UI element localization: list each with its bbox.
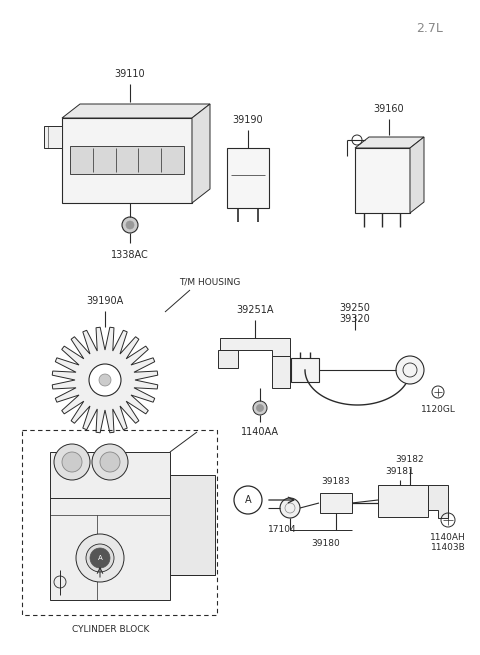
Circle shape bbox=[90, 548, 110, 568]
Text: 1338AC: 1338AC bbox=[111, 250, 149, 260]
Bar bbox=[170, 475, 215, 575]
Bar bbox=[378, 485, 428, 517]
Polygon shape bbox=[52, 328, 158, 433]
Polygon shape bbox=[218, 350, 238, 368]
Text: 1140AA: 1140AA bbox=[241, 427, 279, 437]
Text: 39190: 39190 bbox=[233, 115, 264, 125]
Polygon shape bbox=[62, 104, 210, 118]
Text: 39190A: 39190A bbox=[86, 296, 124, 306]
Bar bbox=[320, 493, 352, 513]
Text: 39181: 39181 bbox=[385, 468, 414, 476]
Circle shape bbox=[76, 534, 124, 582]
Bar bbox=[227, 148, 269, 208]
Circle shape bbox=[89, 364, 121, 396]
Text: 39110: 39110 bbox=[115, 69, 145, 79]
Text: 39182: 39182 bbox=[396, 455, 424, 464]
Text: 39160: 39160 bbox=[374, 104, 404, 114]
Circle shape bbox=[100, 452, 120, 472]
Polygon shape bbox=[355, 137, 424, 148]
Text: A: A bbox=[97, 555, 102, 561]
Text: 39180: 39180 bbox=[312, 540, 340, 548]
Bar bbox=[70, 146, 184, 174]
Circle shape bbox=[396, 356, 424, 384]
Circle shape bbox=[280, 498, 300, 518]
Text: 39251A: 39251A bbox=[236, 305, 274, 315]
Polygon shape bbox=[272, 356, 290, 388]
Circle shape bbox=[256, 405, 264, 411]
Circle shape bbox=[99, 374, 111, 386]
Circle shape bbox=[253, 401, 267, 415]
Circle shape bbox=[126, 221, 134, 229]
Bar bbox=[62, 118, 192, 203]
Text: 39183: 39183 bbox=[322, 476, 350, 485]
Bar bbox=[22, 430, 217, 615]
Text: 17104: 17104 bbox=[268, 525, 296, 534]
Text: 1140AH: 1140AH bbox=[430, 534, 466, 542]
Text: A: A bbox=[245, 495, 252, 505]
Text: 11403B: 11403B bbox=[431, 544, 466, 553]
Circle shape bbox=[122, 217, 138, 233]
Polygon shape bbox=[410, 137, 424, 213]
Circle shape bbox=[54, 444, 90, 480]
Text: 1120GL: 1120GL bbox=[420, 405, 456, 415]
Circle shape bbox=[94, 552, 106, 564]
Bar bbox=[50, 452, 170, 600]
Text: CYLINDER BLOCK: CYLINDER BLOCK bbox=[72, 624, 150, 633]
Circle shape bbox=[234, 486, 262, 514]
Circle shape bbox=[86, 544, 114, 572]
Polygon shape bbox=[220, 338, 290, 356]
Text: 39250: 39250 bbox=[339, 303, 371, 313]
Circle shape bbox=[62, 452, 82, 472]
Bar bbox=[291, 358, 319, 382]
Text: T/M HOUSING: T/M HOUSING bbox=[180, 278, 240, 286]
Bar bbox=[44, 126, 62, 148]
Text: 39320: 39320 bbox=[340, 314, 371, 324]
Bar bbox=[355, 148, 410, 213]
Polygon shape bbox=[428, 485, 448, 518]
Polygon shape bbox=[192, 104, 210, 203]
Circle shape bbox=[92, 444, 128, 480]
Text: 2.7L: 2.7L bbox=[417, 22, 444, 35]
